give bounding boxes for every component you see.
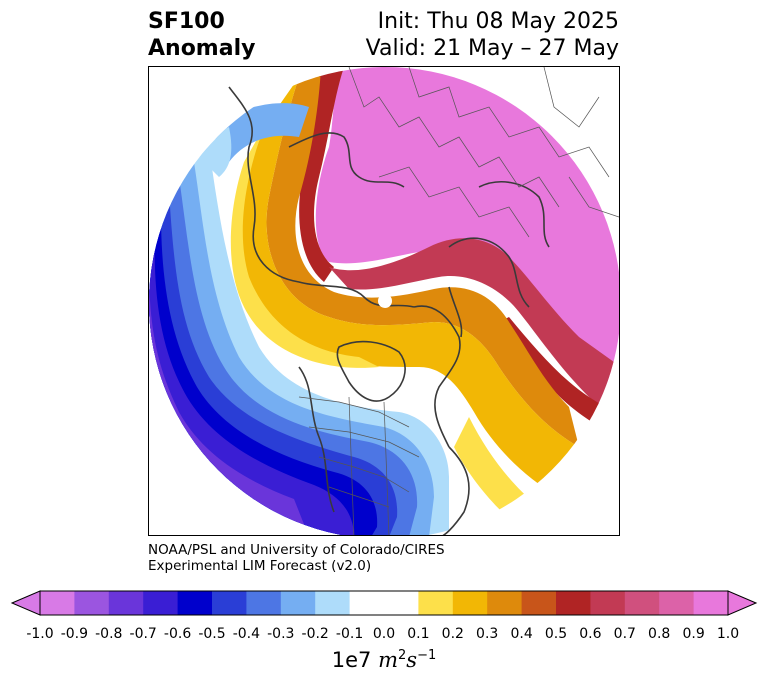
colorbar-tick-label: 0.8	[648, 626, 671, 642]
north-pole-marker	[378, 294, 392, 308]
valid-range: Valid: 21 May – 27 May	[365, 36, 619, 61]
colorbar-cell	[624, 591, 660, 615]
colorbar-cell	[74, 591, 110, 615]
colorbar-cell	[418, 591, 454, 615]
units-exp1: 2	[398, 648, 407, 663]
colorbar-cell	[384, 591, 419, 615]
units-var: m	[378, 648, 398, 672]
colorbar-outline	[39, 590, 729, 616]
colorbar-underflow-arrow	[10, 590, 41, 616]
colorbar-cell	[246, 591, 282, 615]
units-var2: s	[406, 648, 418, 672]
units-prefix: 1e7	[331, 648, 379, 672]
colorbar-tick-label: -0.5	[198, 626, 226, 642]
colorbar-tick-label: 0.3	[476, 626, 499, 642]
title-line-variable: SF100	[148, 9, 225, 34]
colorbar-cell	[40, 591, 75, 615]
colorbar-cell	[177, 591, 213, 615]
colorbar-cell	[280, 591, 316, 615]
colorbar-tick-label: -0.8	[95, 626, 123, 642]
colorbar-cell	[143, 591, 179, 615]
colorbar-tick-label: -1.0	[26, 626, 54, 642]
colorbar-tick-label: -0.3	[267, 626, 295, 642]
credit-line-1: NOAA/PSL and University of Colorado/CIRE…	[148, 542, 445, 558]
colorbar-tick-label: 1.0	[716, 626, 740, 642]
colorbar-tick-label: -0.9	[60, 626, 89, 642]
colorbar-tick-label: -0.1	[335, 626, 364, 642]
colorbar-cell	[452, 591, 488, 615]
colorbar	[10, 590, 758, 616]
map-title: SF100 Anomaly	[148, 8, 255, 62]
colorbar-cell	[590, 591, 626, 615]
colorbar-tick-label: -0.7	[129, 626, 157, 642]
colorbar-cell	[693, 591, 729, 615]
colorbar-tick-label: -0.6	[163, 626, 192, 642]
map-panel	[148, 66, 620, 536]
colorbar-cell	[212, 591, 247, 615]
colorbar-cell	[556, 591, 591, 615]
colorbar-ticks: -1.0 -0.9 -0.8 -0.7 -0.6 -0.5 -0.4 -0.3 -0.2 -0.1…	[0, 626, 768, 646]
polar-map	[149, 67, 619, 535]
colorbar-cell	[521, 591, 557, 615]
colorbar-tick-label: 0.9	[682, 626, 705, 642]
coastlines	[228, 86, 550, 535]
forecast-dates: Init: Thu 08 May 2025 Valid: 21 May – 27…	[366, 8, 619, 62]
colorbar-tick-label: 0.7	[613, 626, 636, 642]
credit-line-2: Experimental LIM Forecast (v2.0)	[148, 558, 372, 574]
colorbar-tick-label: 0.2	[441, 626, 464, 642]
political-borders	[298, 67, 619, 535]
colorbar-tick-label: 0.1	[407, 626, 430, 642]
title-line-field: Anomaly	[148, 36, 256, 61]
init-date: Init: Thu 08 May 2025	[377, 9, 619, 34]
colorbar-cell	[659, 591, 695, 615]
colorbar-cell	[487, 591, 523, 615]
colorbar-cell	[315, 591, 351, 615]
colorbar-tick-label: 0.5	[544, 626, 568, 642]
colorbar-units: 1e7 m2s−1	[0, 648, 768, 672]
colorbar-overflow-arrow	[727, 590, 758, 616]
credit-text: NOAA/PSL and University of Colorado/CIRE…	[148, 542, 445, 574]
colorbar-tick-label: -0.2	[301, 626, 329, 642]
units-exp2: −1	[417, 648, 437, 663]
colorbar-tick-label: 0.6	[579, 626, 602, 642]
colorbar-tick-label: 0.0	[372, 626, 396, 642]
colorbar-tick-label: 0.4	[510, 626, 533, 642]
colorbar-tick-label: -0.4	[232, 626, 261, 642]
positive-anomaly-band	[266, 67, 579, 447]
colorbar-cell	[108, 591, 144, 615]
colorbar-cell	[349, 591, 385, 615]
